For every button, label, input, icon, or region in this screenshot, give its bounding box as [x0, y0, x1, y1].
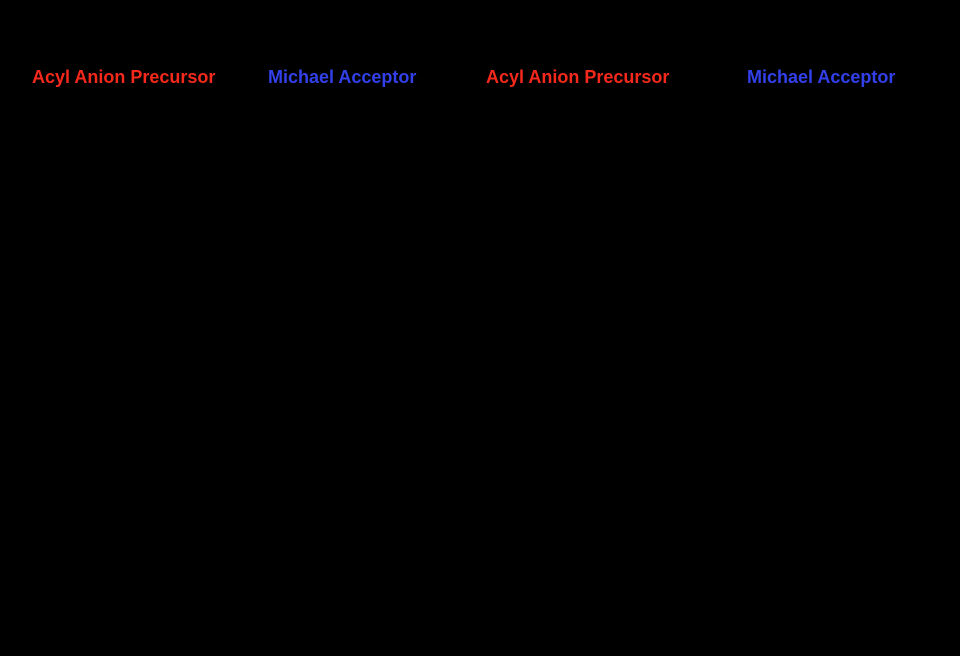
label-acyl-anion-precursor-right: Acyl Anion Precursor	[486, 67, 670, 87]
label-acyl-anion-precursor-left: Acyl Anion Precursor	[32, 67, 216, 87]
label-michael-acceptor-right: Michael Acceptor	[747, 67, 896, 87]
label-michael-acceptor-left: Michael Acceptor	[268, 67, 417, 87]
